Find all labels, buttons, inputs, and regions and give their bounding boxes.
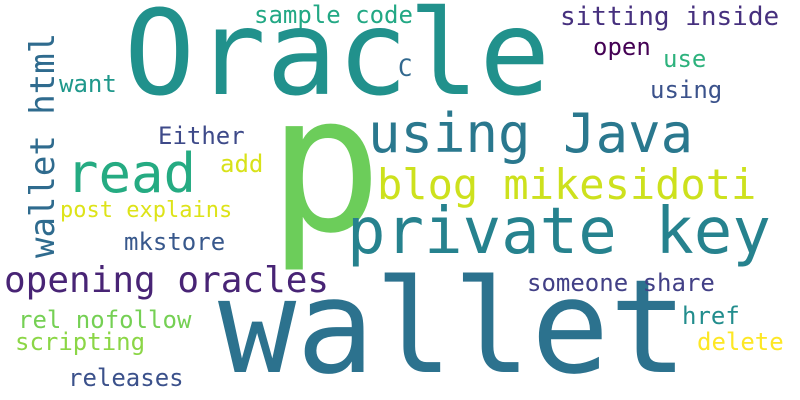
word-mkstore: mkstore xyxy=(124,228,226,256)
word-sitting-inside: sitting inside xyxy=(560,2,780,32)
word-oracle: Oracle xyxy=(124,0,551,122)
word-post-explains: post explains xyxy=(60,198,233,223)
word-wallet: wallet xyxy=(218,251,688,400)
word-scripting: scripting xyxy=(15,328,146,356)
word-add: add xyxy=(220,150,264,178)
word-private-key: private key xyxy=(347,195,771,269)
word-want: want xyxy=(59,70,117,98)
word-read: read xyxy=(66,142,197,205)
word-someone-share: someone share xyxy=(527,269,715,297)
word-opening-oracles: opening oracles xyxy=(4,260,330,301)
word-rel-nofollow: rel nofollow xyxy=(18,306,192,334)
word-either: Either xyxy=(158,122,245,150)
word-wallet-html: wallet html xyxy=(23,32,63,258)
word-blog-mikesidoti: blog mikesidoti xyxy=(377,160,757,209)
word-using-java: using Java xyxy=(368,102,694,165)
word-delete: delete xyxy=(697,328,784,356)
word-sample-code: sample code xyxy=(254,1,413,29)
word-releases: releases xyxy=(68,364,184,392)
word-use: use xyxy=(663,45,707,73)
word-using: using xyxy=(650,76,723,104)
word-href: href xyxy=(682,302,740,330)
word-p: p xyxy=(268,54,383,275)
word-c: C xyxy=(398,54,413,82)
word-open: open xyxy=(593,33,651,61)
